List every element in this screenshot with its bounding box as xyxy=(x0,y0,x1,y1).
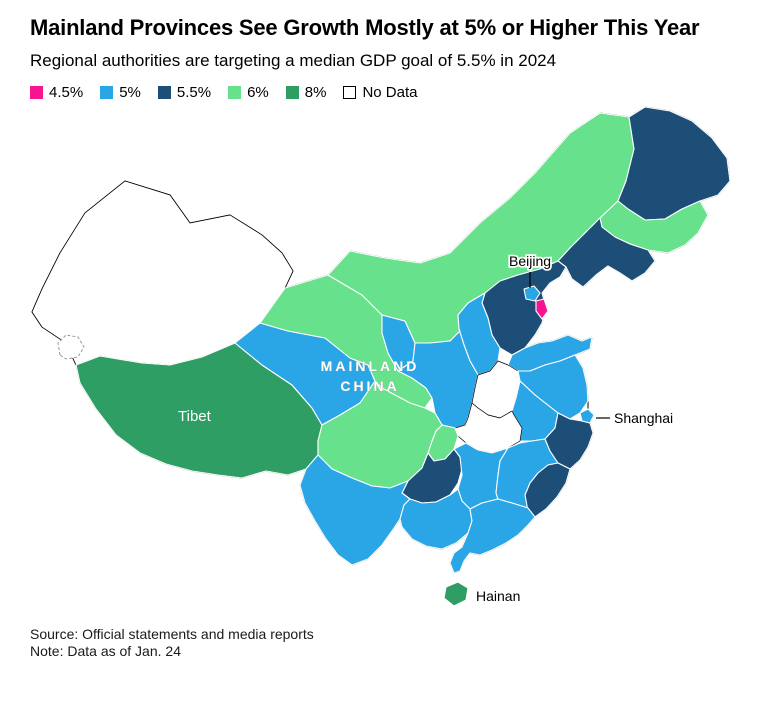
china-map: MAINLAND CHINA Tibet Beijing Shanghai Ha… xyxy=(31,106,730,607)
legend-item-5-: 5% xyxy=(100,84,141,101)
legend-label: 5% xyxy=(119,83,141,101)
source-line: Source: Official statements and media re… xyxy=(30,625,314,642)
province-heilongjiang xyxy=(617,106,730,221)
chart-title: Mainland Provinces See Growth Mostly at … xyxy=(30,15,700,40)
legend-item-no-data: No Data xyxy=(343,83,418,101)
legend-label: No Data xyxy=(362,83,418,101)
chart-container: Mainland Provinces See Growth Mostly at … xyxy=(30,15,746,659)
province-yunnan xyxy=(299,454,411,566)
legend-item-8-: 8% xyxy=(285,83,327,101)
province-guangdong xyxy=(449,498,536,574)
legend-label: 8% xyxy=(304,83,327,101)
legend-label: 5.5% xyxy=(176,83,212,101)
disputed-border-dashed xyxy=(57,334,85,360)
note-line: Note: Data as of Jan. 24 xyxy=(30,642,181,659)
tibet-label: Tibet xyxy=(178,408,212,425)
province-beijing xyxy=(523,285,541,302)
legend-item-4.5-: 4.5% xyxy=(30,84,83,101)
map-area: MAINLAND CHINA Tibet Beijing Shanghai Ha… xyxy=(30,103,746,625)
legend-item-5.5-: 5.5% xyxy=(157,83,212,101)
chart-subtitle: Regional authorities are targeting a med… xyxy=(30,50,557,70)
legend-swatch xyxy=(100,85,114,99)
legend-swatch xyxy=(228,85,242,99)
legend-label: 4.5% xyxy=(49,83,84,101)
legend: 4.5% 5% 5.5% 6% 8% No Data xyxy=(30,84,746,101)
beijing-label: Beijing xyxy=(509,253,551,269)
mainland-china-label-line1: MAINLAND xyxy=(321,358,420,374)
province-shanghai xyxy=(579,408,595,424)
legend-swatch xyxy=(157,85,171,99)
province-tianjin xyxy=(535,298,549,320)
legend-item-6-: 6% xyxy=(228,84,269,101)
legend-swatch xyxy=(285,85,299,99)
legend-swatch xyxy=(30,85,43,99)
legend-swatch xyxy=(343,85,357,99)
province-hainan xyxy=(443,581,469,607)
mainland-china-label-line2: CHINA xyxy=(340,378,399,394)
shanghai-label: Shanghai xyxy=(614,410,673,426)
hainan-label: Hainan xyxy=(476,588,520,604)
province-tibet xyxy=(75,342,323,479)
legend-label: 6% xyxy=(247,83,269,101)
